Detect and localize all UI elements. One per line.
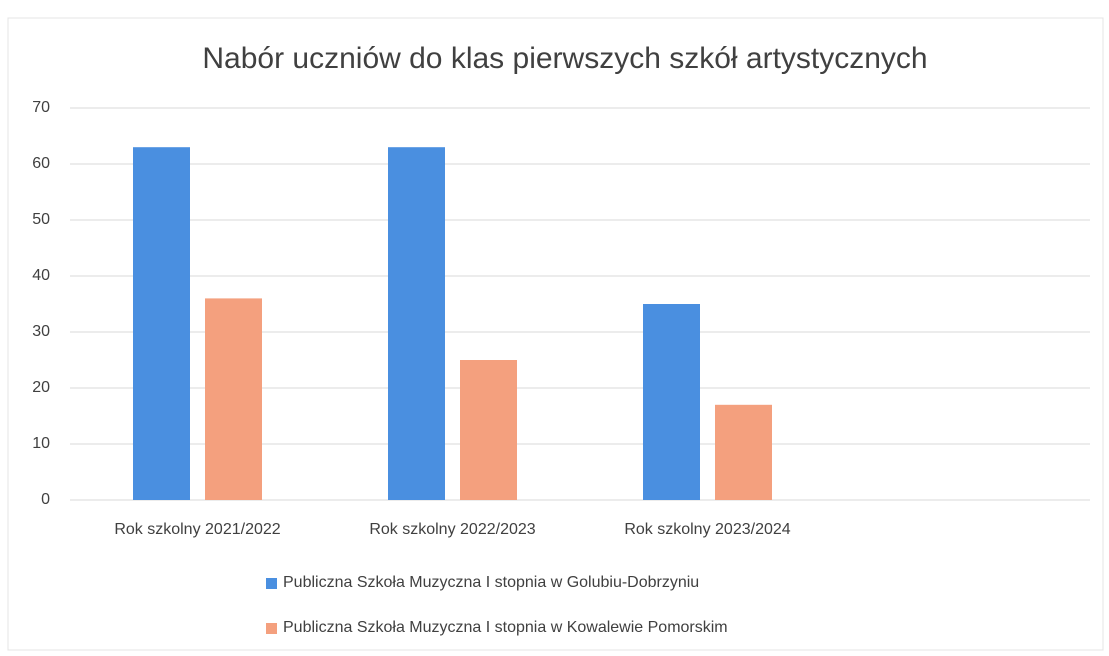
y-tick-label: 40 [32,267,50,284]
legend-swatch [266,578,277,589]
bar [388,147,445,500]
legend-label: Publiczna Szkoła Muzyczna I stopnia w Go… [283,574,699,591]
y-tick-label: 20 [32,379,50,396]
legend-swatch [266,623,277,634]
y-tick-label: 30 [32,323,50,340]
bar [715,404,772,500]
y-tick-label: 50 [32,211,50,228]
bar [460,360,517,500]
bar [205,298,262,500]
legend-label: Publiczna Szkoła Muzyczna I stopnia w Ko… [283,619,728,636]
x-tick-label: Rok szkolny 2022/2023 [369,521,535,538]
y-tick-label: 10 [32,435,50,452]
y-tick-label: 60 [32,155,50,172]
bar [133,147,190,500]
x-tick-label: Rok szkolny 2023/2024 [624,521,790,538]
chart-border [7,17,1104,651]
y-tick-label: 0 [41,491,50,508]
chart-title: Nabór uczniów do klas pierwszych szkół a… [202,42,927,75]
x-tick-label: Rok szkolny 2021/2022 [114,521,280,538]
bar [643,304,700,500]
y-tick-label: 70 [32,99,50,116]
